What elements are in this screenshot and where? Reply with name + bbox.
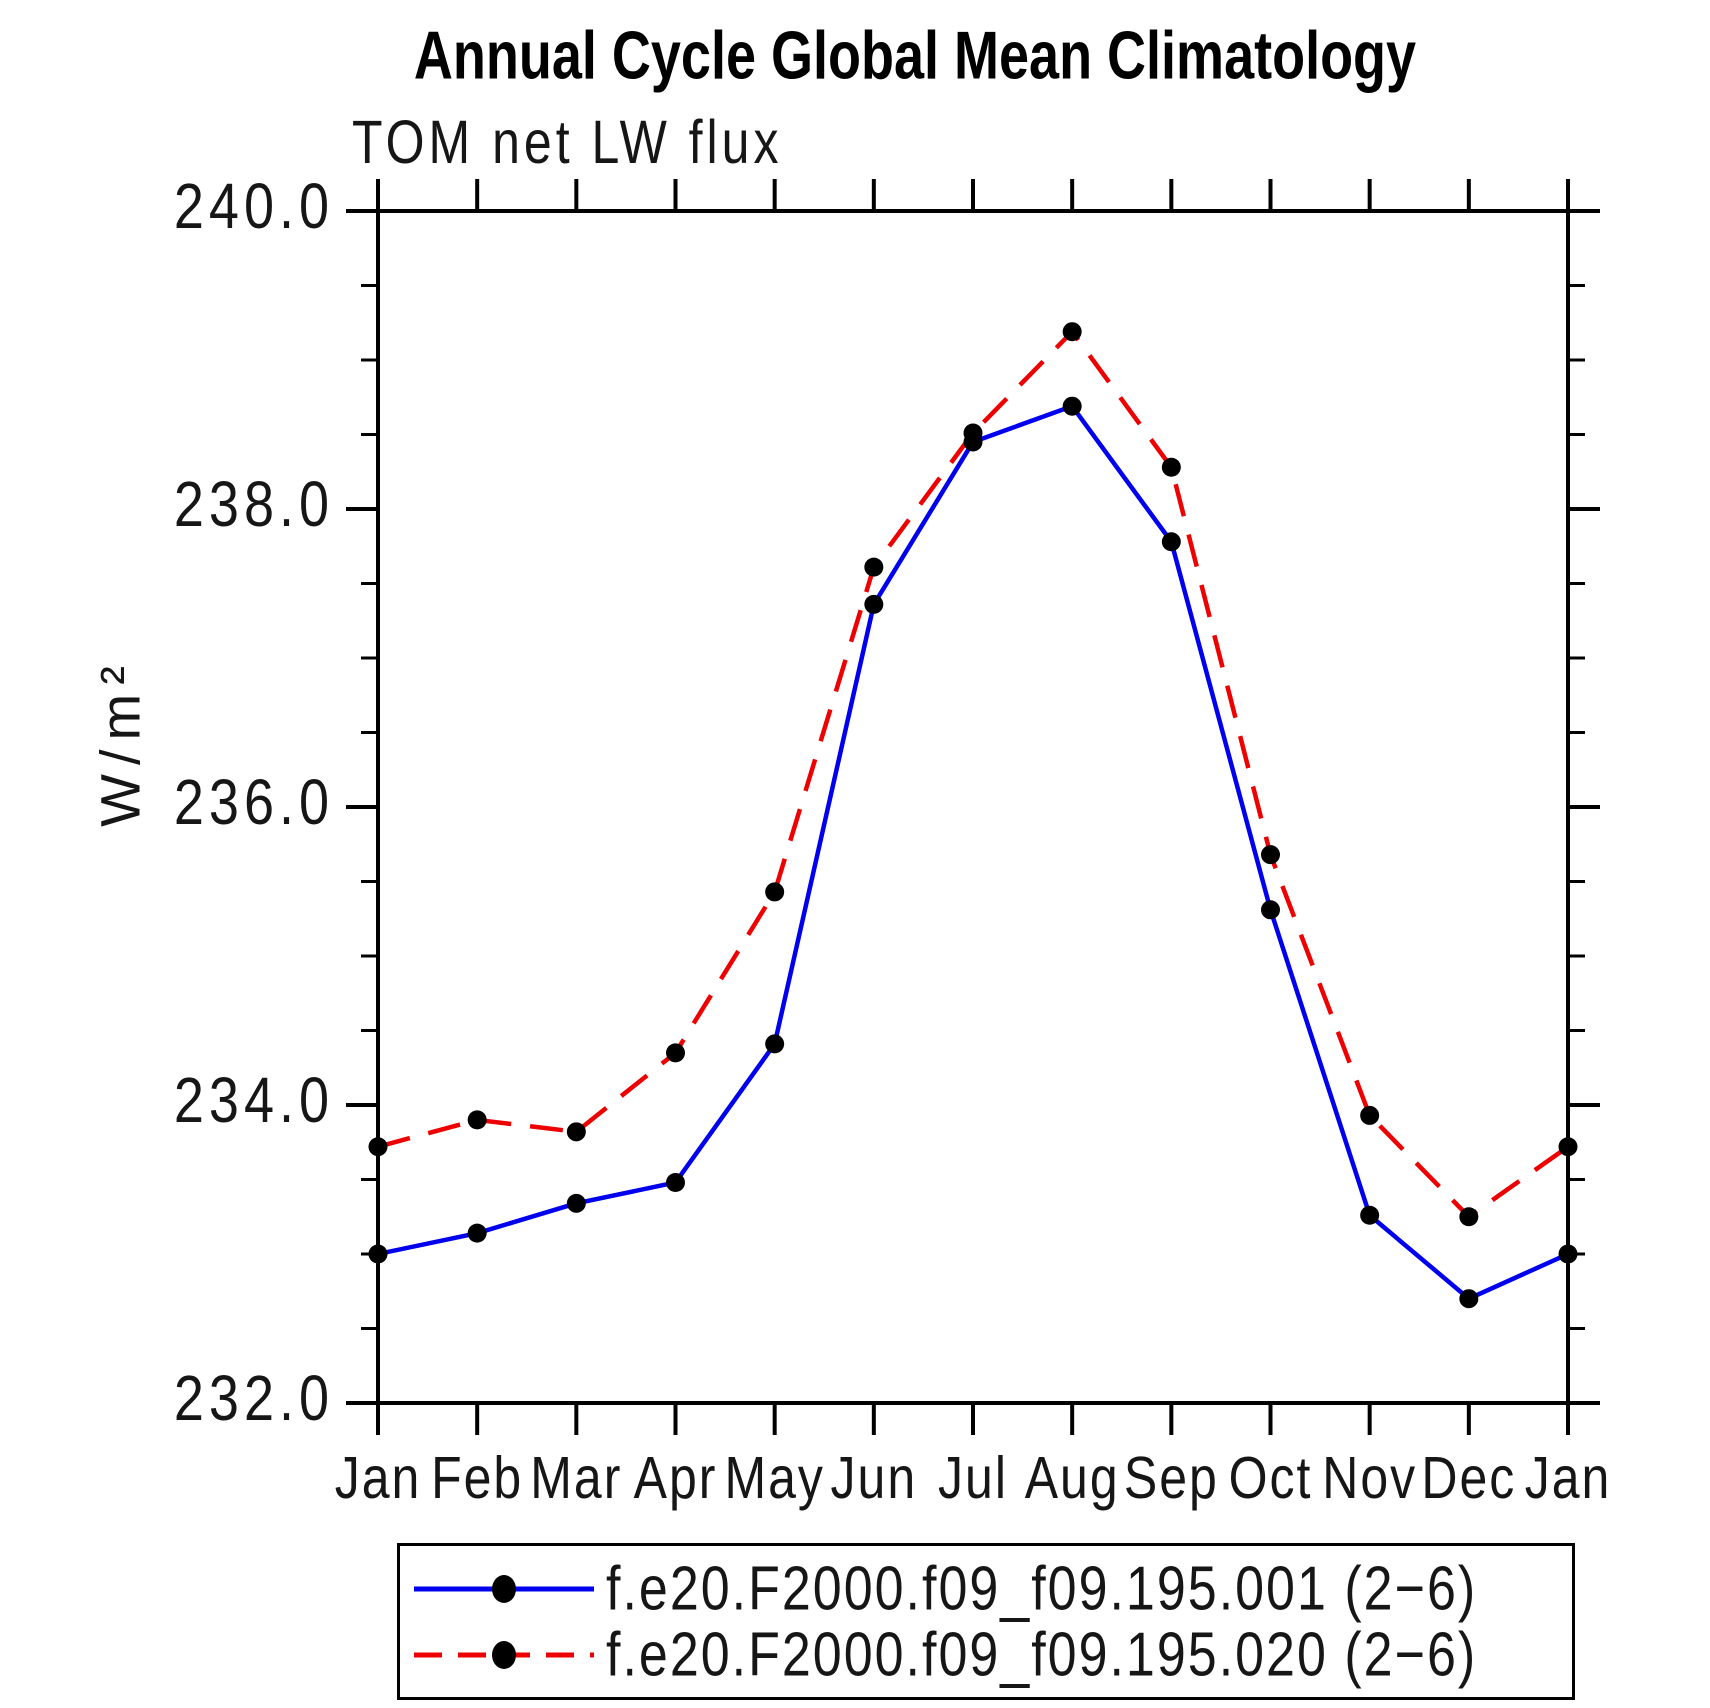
series-markers-2 (368, 322, 1578, 1227)
x-tick-label: Jan (335, 1444, 422, 1511)
legend-sample-line-series1 (414, 1574, 594, 1603)
chart-subtitle: TOM net LW flux (352, 108, 783, 177)
x-tick-label: Aug (1025, 1444, 1120, 1511)
legend-item-series1: f.e20.F2000.f09_f09.195.001 (2−6) (410, 1556, 1572, 1622)
x-tick-label: May (724, 1444, 824, 1511)
data-point-marker (1360, 1205, 1380, 1225)
data-point-marker (963, 423, 983, 443)
x-ticks (376, 179, 1570, 1435)
series-line-1 (377, 403, 1569, 1302)
series-1-line (377, 403, 1569, 1302)
data-point-marker (1261, 845, 1280, 865)
x-tick-label: Jan (1525, 1444, 1612, 1511)
legend-label-series1: f.e20.F2000.f09_f09.195.001 (2−6) (606, 1553, 1478, 1624)
y-ticks (346, 209, 1600, 1405)
x-tick-label: Jun (831, 1444, 918, 1511)
data-point-marker (1558, 1137, 1578, 1157)
x-tick-label: Sep (1124, 1444, 1219, 1511)
legend-sample-line-series2 (414, 1640, 594, 1669)
legend-box: f.e20.F2000.f09_f09.195.001 (2−6) f.e20.… (397, 1543, 1575, 1700)
data-point-marker (1161, 457, 1181, 477)
x-tick-label: Jul (938, 1444, 1008, 1511)
data-point-marker (566, 1122, 586, 1142)
data-point-marker (1360, 1105, 1380, 1125)
y-tick-label: 240.0 (174, 171, 334, 242)
y-tick-label: 236.0 (174, 767, 334, 838)
data-point-marker (666, 1172, 685, 1192)
data-point-marker (666, 1043, 685, 1063)
data-point-marker (467, 1223, 487, 1243)
legend-marker-dot (492, 1640, 516, 1669)
data-point-marker (864, 557, 884, 577)
x-tick-label: Apr (634, 1444, 718, 1511)
series-markers-1 (368, 396, 1578, 1309)
data-point-marker (1459, 1207, 1479, 1227)
y-tick-label: 232.0 (174, 1363, 334, 1434)
data-point-marker (1558, 1244, 1578, 1264)
data-point-marker (765, 1034, 785, 1054)
data-point-marker (467, 1110, 487, 1130)
y-tick-label: 234.0 (174, 1065, 334, 1136)
data-point-marker (368, 1244, 388, 1264)
x-tick-labels: Jan Feb Mar Apr May Jun Jul Aug Sep Oct Nov Dec Jan (335, 1444, 1612, 1511)
x-tick-label: Nov (1322, 1444, 1417, 1511)
data-point-marker (1062, 396, 1082, 416)
data-point-marker (1161, 532, 1181, 552)
data-point-marker (566, 1193, 586, 1213)
legend-label-series2: f.e20.F2000.f09_f09.195.020 (2−6) (606, 1619, 1478, 1690)
legend-item-series2: f.e20.F2000.f09_f09.195.020 (2−6) (410, 1622, 1572, 1688)
x-tick-label: Feb (431, 1444, 523, 1511)
data-point-marker (1261, 900, 1280, 920)
data-point-marker (1062, 322, 1082, 342)
y-axis-label: W/m² (88, 657, 152, 827)
x-tick-label: Oct (1229, 1444, 1313, 1511)
y-tick-labels: 232.0 234.0 236.0 238.0 240.0 (174, 171, 334, 1434)
chart-title: Annual Cycle Global Mean Climatology (413, 18, 1417, 94)
legend-marker-dot (492, 1574, 516, 1603)
series-2-line (377, 328, 1570, 1220)
data-point-marker (864, 594, 884, 614)
series-line-2 (377, 328, 1570, 1220)
x-tick-label: Mar (530, 1444, 622, 1511)
y-tick-label: 238.0 (174, 469, 334, 540)
x-tick-label: Dec (1421, 1444, 1516, 1511)
data-point-marker (1459, 1289, 1479, 1309)
data-point-marker (765, 882, 785, 902)
axes (376, 209, 1570, 1405)
data-point-marker (368, 1137, 388, 1157)
